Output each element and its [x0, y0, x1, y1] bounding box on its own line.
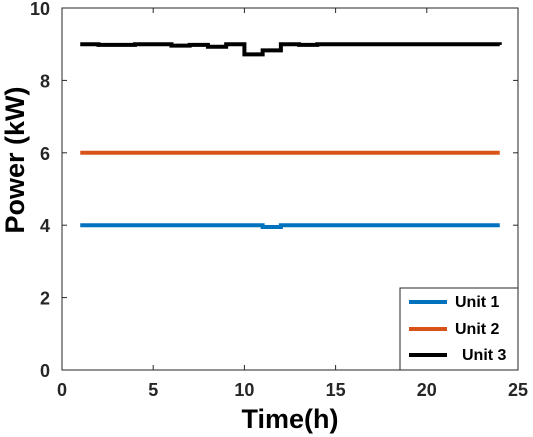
x-axis-label: Time(h): [241, 404, 338, 434]
y-tick-label: 0: [40, 361, 50, 381]
legend-label-unit-3: Unit 3: [462, 347, 507, 364]
y-tick-label: 2: [40, 289, 50, 309]
series-group: [80, 42, 502, 230]
legend-label-unit-2: Unit 2: [455, 321, 500, 338]
x-tick-label: 15: [326, 380, 346, 400]
x-tick-label: 5: [148, 380, 158, 400]
y-tick-label: 4: [40, 216, 50, 236]
series-line-unit-3: [80, 42, 502, 57]
y-tick-label: 8: [40, 71, 50, 91]
x-tick-label: 20: [417, 380, 437, 400]
y-tick-label: 10: [30, 0, 50, 19]
ticks-group: 0 5 10 15 20 25 0 2 4 6 8 10: [30, 0, 528, 400]
x-tick-label: 0: [57, 380, 67, 400]
series-line-unit-1: [80, 223, 500, 230]
x-tick-label: 25: [508, 380, 528, 400]
y-tick-label: 6: [40, 144, 50, 164]
x-tick-label: 10: [234, 380, 254, 400]
legend: Unit 1 Unit 2 Unit 3: [399, 287, 519, 371]
legend-label-unit-1: Unit 1: [455, 294, 500, 311]
y-axis-label: Power (kW): [0, 86, 30, 233]
